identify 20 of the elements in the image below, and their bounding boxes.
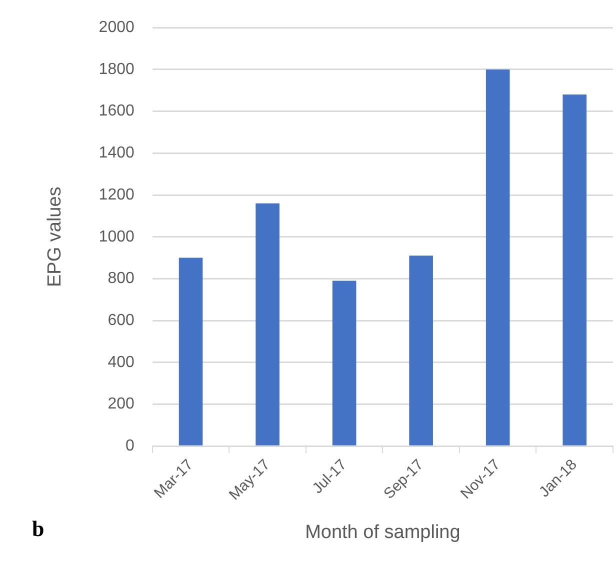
x-axis-title: Month of sampling [305,522,460,543]
y-tick-label: 800 [108,270,134,288]
y-tick-label: 1600 [98,102,134,120]
bar [486,69,510,446]
bar [256,203,280,446]
y-tick-label: 400 [108,354,134,371]
text: b [32,516,44,541]
y-tick-label: 1000 [98,228,134,246]
y-axis-title: EPG values [44,186,66,288]
bar [332,280,356,446]
y-tick-label: 1800 [98,60,134,78]
y-tick-label: 0 [125,438,134,455]
y-tick-label: 1200 [98,186,134,204]
y-tick-label: 600 [108,312,134,329]
y-tick-label: 2000 [98,19,134,36]
y-tick-label: 200 [108,396,134,413]
bar [409,256,433,446]
bar [178,258,203,446]
y-tick-label: 1400 [98,144,134,162]
bar [562,94,587,446]
